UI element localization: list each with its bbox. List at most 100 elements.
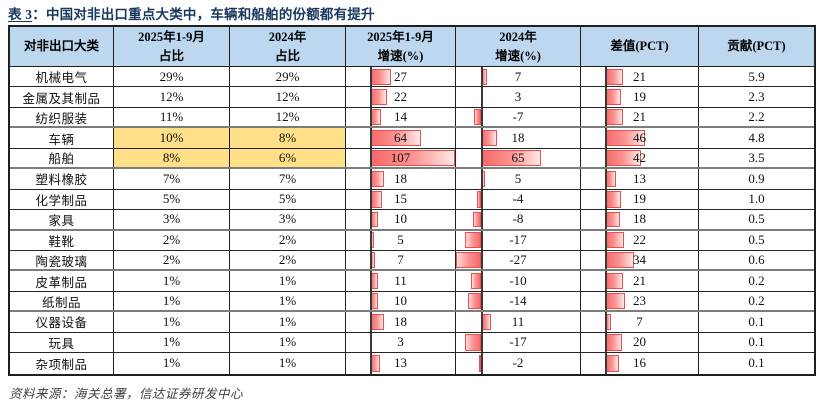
diff-pct-bar-cell: 42: [581, 148, 699, 168]
growth-2025-bar-cell: 10: [346, 210, 456, 229]
category-cell: 纺织服装: [10, 107, 114, 127]
growth-2024-bar-cell: -10: [456, 271, 581, 291]
diff-pct-bar-cell: 19: [581, 189, 699, 210]
growth-2024-bar-cell: -17: [456, 230, 581, 250]
share-2024-cell: 12%: [230, 87, 346, 107]
contribution-cell: 0.2: [748, 273, 765, 289]
bar-axis-line: [369, 87, 372, 107]
table-row: 机械电气 29% 29% 27 7 21 5.9: [10, 67, 814, 88]
header-cell-0: 对非出口大类: [10, 27, 114, 66]
growth-2025-value: 18: [394, 313, 407, 329]
bar-axis-line: [604, 332, 607, 353]
header-line: 占比: [158, 48, 184, 63]
share-2024-cell: 12%: [230, 107, 346, 127]
diff-pct-data-bar: [604, 211, 621, 227]
growth-2025-value: 14: [394, 109, 407, 125]
growth-2025-value: 10: [394, 211, 407, 227]
category-cell: 机械电气: [10, 67, 114, 87]
category-cell: 鞋靴: [10, 230, 114, 250]
growth-2024-bar-cell: -17: [456, 332, 581, 353]
bar-axis-line: [480, 250, 483, 270]
header-cell-6: 贡献(PCT): [699, 27, 814, 66]
bar-axis-line: [604, 189, 607, 210]
growth-2025-bar-cell: 10: [346, 291, 456, 311]
bar-axis-line: [604, 250, 607, 270]
diff-pct-value: 19: [633, 191, 646, 207]
diff-pct-value: 20: [633, 334, 646, 350]
diff-pct-bar-cell: 34: [581, 250, 699, 270]
growth-2025-bar-cell: 7: [346, 250, 456, 270]
contribution-cell: 2.3: [748, 89, 765, 105]
table-row: 纺织服装 11% 12% 14 -7 21 2.2: [10, 107, 814, 129]
growth-2025-bar-cell: 22: [346, 87, 456, 107]
share-2024-cell: 3%: [230, 210, 346, 229]
share-2025-cell: 1%: [114, 312, 230, 332]
growth-2024-value: -17: [509, 232, 527, 248]
contribution-cell: 0.5: [748, 211, 765, 227]
share-2024-cell: 2%: [230, 250, 346, 270]
header-line: 占比: [274, 48, 300, 63]
diff-pct-value: 22: [633, 232, 646, 248]
diff-pct-value: 21: [633, 68, 646, 84]
growth-2024-bar-cell: 5: [456, 169, 581, 189]
bar-axis-line: [604, 128, 607, 148]
contribution-cell: 0.6: [748, 252, 765, 268]
share-2024-cell: 7%: [230, 169, 346, 189]
growth-2024-value: 3: [514, 89, 522, 105]
contribution-cell: 0.1: [748, 355, 765, 371]
bar-axis-line: [480, 332, 483, 353]
share-2025-cell: 1%: [114, 353, 230, 374]
diff-pct-value: 18: [633, 211, 646, 227]
bar-axis-line: [604, 87, 607, 107]
share-2024-cell: 6%: [230, 148, 346, 168]
table-row: 皮革制品 1% 1% 11 -10 21 0.2: [10, 271, 814, 292]
header-line: 2024年: [499, 30, 537, 45]
contribution-cell: 0.5: [748, 232, 765, 248]
growth-2024-bar-cell: 18: [456, 128, 581, 148]
bar-axis-line: [604, 230, 607, 250]
header-cell-1: 2025年1-9月 占比: [114, 27, 230, 66]
diff-pct-bar-cell: 21: [581, 67, 699, 87]
table-header-row: 对非出口大类 2025年1-9月 占比 2024年 占比 2025年1-9月 增速(%) 20…: [10, 27, 814, 67]
growth-2024-bar-cell: -2: [456, 353, 581, 374]
growth-2025-bar-cell: 64: [346, 128, 456, 148]
growth-2025-data-bar: [369, 88, 388, 106]
bar-axis-line: [604, 271, 607, 291]
growth-2024-value: -2: [512, 355, 524, 371]
share-2025-cell: 10%: [114, 128, 230, 148]
table-row: 玩具 1% 1% 3 -17 20 0.1: [10, 332, 814, 354]
bar-axis-line: [480, 107, 483, 127]
diff-pct-value: 34: [633, 252, 646, 268]
table-row: 船舶 8% 6% 107 65 42 3.5: [10, 148, 814, 170]
bar-axis-line: [369, 189, 372, 210]
category-cell: 杂项制品: [10, 353, 114, 374]
share-2024-cell: 1%: [230, 312, 346, 332]
figure-title: 表 3：中国对非出口重点大类中，车辆和船舶的份额都有提升: [8, 3, 375, 23]
growth-2024-value: -8: [512, 211, 524, 227]
bar-axis-line: [369, 128, 372, 148]
growth-2025-value: 13: [394, 355, 407, 371]
growth-2024-value: -4: [512, 191, 524, 207]
share-2025-cell: 8%: [114, 148, 230, 168]
diff-pct-value: 21: [633, 273, 646, 289]
contribution-cell: 0.2: [748, 293, 765, 309]
growth-2024-value: 11: [511, 313, 525, 329]
share-2025-cell: 5%: [114, 189, 230, 210]
growth-2024-data-bar: [474, 109, 481, 125]
header-line: 2025年1-9月: [367, 30, 434, 45]
bar-axis-line: [604, 169, 607, 189]
growth-2025-bar-cell: 11: [346, 271, 456, 291]
diff-pct-bar-cell: 21: [581, 107, 699, 127]
bar-axis-line: [604, 291, 607, 311]
bar-axis-line: [604, 312, 607, 332]
growth-2024-value: 18: [511, 130, 525, 146]
category-cell: 塑料橡胶: [10, 169, 114, 189]
table-row: 车辆 10% 8% 64 18 46 4.8: [10, 128, 814, 149]
table-row: 纸制品 1% 1% 10 -14 23 0.2: [10, 291, 814, 313]
header-line: 贡献(PCT): [727, 39, 786, 54]
growth-2024-bar-cell: 65: [456, 148, 581, 168]
figure-number-label: 表 3: [8, 7, 33, 22]
table-row: 陶瓷玻璃 2% 2% 7 -27 34 0.6: [10, 250, 814, 272]
bar-axis-line: [604, 67, 607, 87]
